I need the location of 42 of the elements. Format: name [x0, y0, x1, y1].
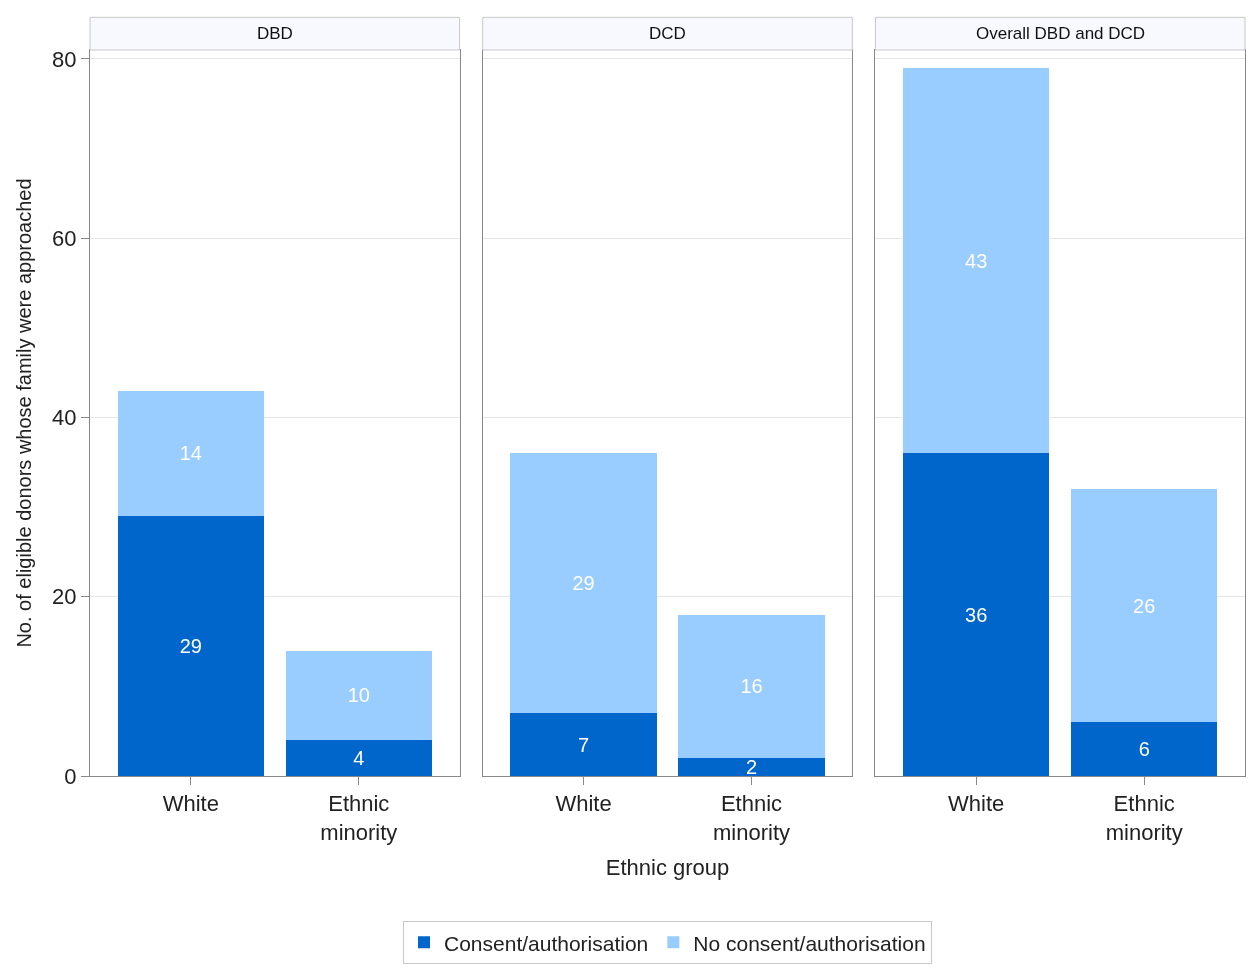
- bar: [285, 650, 432, 741]
- legend-label: No consent/authorisation: [693, 931, 926, 955]
- chart-title: DCD: [649, 24, 686, 43]
- x-tick-label: Ethnic minority: [320, 791, 398, 845]
- data-label: 10: [347, 684, 370, 707]
- y-tick-label: 0: [64, 763, 77, 789]
- data-label: 2: [745, 756, 758, 779]
- data-label: 26: [1133, 594, 1156, 617]
- y-tick-label: 60: [52, 225, 77, 251]
- y-tick-label: 80: [52, 46, 77, 72]
- bar: [903, 67, 1050, 454]
- bar: [285, 740, 432, 776]
- data-label: 6: [1138, 738, 1150, 761]
- data-label: 16: [740, 675, 763, 698]
- chart-title: DBD: [257, 24, 293, 43]
- bar: [1071, 489, 1218, 723]
- x-tick-label: Ethnic minority: [1105, 791, 1183, 845]
- x-tick-label: White: [555, 791, 612, 817]
- bar: [510, 713, 657, 776]
- x-tick-label: White: [948, 791, 1005, 817]
- data-label: 14: [179, 442, 202, 465]
- data-label: 36: [965, 603, 988, 626]
- bar: [117, 516, 264, 776]
- data-label: 4: [353, 747, 365, 770]
- x-axis-title: Ethnic group: [605, 854, 730, 880]
- data-label: 29: [179, 635, 202, 658]
- data-label: 29: [572, 572, 595, 595]
- chart-title: Overall DBD and DCD: [976, 24, 1146, 43]
- x-tick-label: Ethnic minority: [712, 791, 791, 845]
- bar: [510, 453, 657, 714]
- bar: [1071, 722, 1218, 776]
- bar: [678, 614, 825, 759]
- bar: [903, 453, 1050, 776]
- data-label: 7: [577, 733, 590, 756]
- y-tick-label: 40: [52, 405, 77, 431]
- bar: [117, 390, 264, 517]
- y-axis-title: No. of eligible donors whose family were approached: [12, 178, 35, 648]
- legend-label: Consent/authorisation: [444, 931, 649, 955]
- y-tick-label: 20: [52, 584, 77, 610]
- bar: [678, 758, 825, 776]
- x-tick-label: White: [162, 791, 219, 817]
- data-label: 43: [965, 249, 988, 272]
